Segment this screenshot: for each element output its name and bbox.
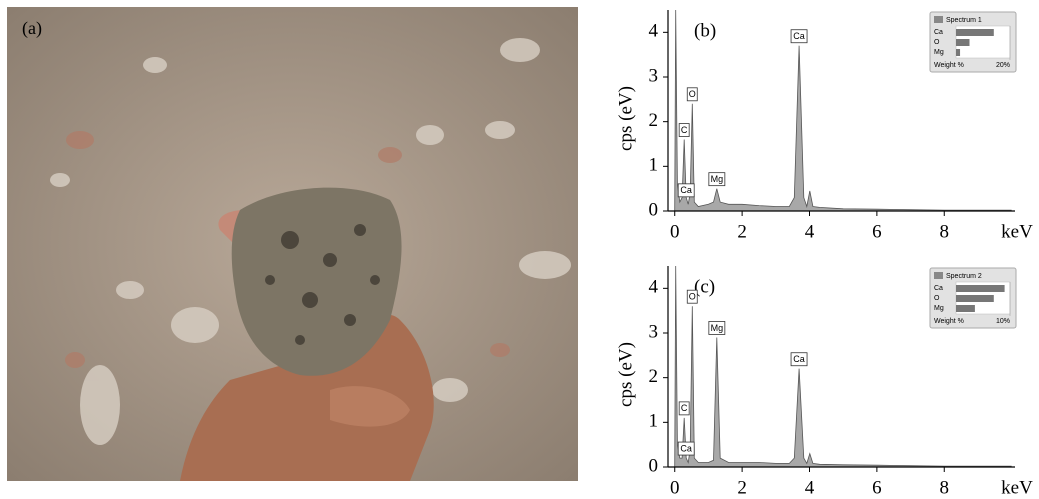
x-tick-label: 2 (737, 477, 747, 498)
x-tick-label: 8 (940, 221, 950, 242)
inset-category: Ca (934, 29, 943, 36)
peak-label: Mg (709, 321, 725, 334)
x-axis-label: keV (1001, 221, 1033, 242)
inset-category: Mg (934, 49, 944, 56)
peak-label-text: C (681, 403, 688, 413)
y-tick-label: 4 (649, 277, 659, 298)
peak-label: O (687, 88, 697, 101)
y-tick-label: 2 (649, 110, 659, 131)
peak-label: Ca (791, 30, 807, 43)
inset-bar (956, 49, 960, 56)
inset-category: O (934, 295, 940, 302)
y-tick-label: 4 (649, 21, 659, 42)
inset-swatch (934, 16, 943, 23)
peak-label-text: O (689, 292, 696, 302)
inset-swatch (934, 272, 943, 279)
x-tick-label: 8 (940, 477, 950, 498)
inset-bar (956, 29, 994, 36)
peak-label-text: Ca (793, 354, 805, 364)
figure: (a) 0123402468keVcps (eV)(b)CCaOMgCaSpec… (0, 0, 1039, 499)
x-axis-label: keV (1001, 477, 1033, 498)
y-tick-label: 3 (649, 65, 659, 86)
inset-axis-label: Weight % (934, 62, 964, 69)
peak-label-text: Mg (711, 323, 724, 333)
peak-label-text: Ca (680, 185, 692, 195)
x-tick-label: 6 (872, 477, 882, 498)
peak-label-text: Ca (793, 31, 805, 41)
x-tick-label: 0 (670, 477, 680, 498)
inset: Spectrum 1Ca O Mg Weight % 20% (930, 12, 1016, 72)
y-tick-label: 1 (649, 155, 659, 176)
inset-category: Mg (934, 305, 944, 312)
inset-bar (956, 285, 1005, 292)
photo: (a) (7, 7, 578, 481)
peak-label: Ca (678, 442, 694, 455)
inset-title: Spectrum 2 (946, 273, 982, 280)
x-tick-label: 4 (805, 221, 815, 242)
y-tick-label: 1 (649, 411, 659, 432)
peak-label: C (679, 402, 689, 415)
inset: Spectrum 2Ca O Mg Weight % 10% (930, 268, 1016, 328)
peak-label-text: O (689, 89, 696, 99)
peak-label-text: C (681, 125, 688, 135)
y-tick-label: 3 (649, 321, 659, 342)
x-tick-label: 0 (670, 221, 680, 242)
inset-category: O (934, 39, 940, 46)
inset-bar (956, 295, 994, 302)
inset-category: Ca (934, 285, 943, 292)
y-tick-label: 2 (649, 366, 659, 387)
y-tick-label: 0 (649, 455, 659, 476)
y-axis-label: cps (eV) (615, 342, 636, 407)
panel-label: (b) (694, 20, 716, 41)
inset-bar (956, 305, 975, 312)
inset-tick-label: 20% (996, 62, 1010, 69)
peak-label: Mg (709, 173, 725, 186)
peak-label: O (687, 290, 697, 303)
y-axis-label: cps (eV) (615, 86, 636, 151)
inset-title: Spectrum 1 (946, 17, 982, 24)
inset-axis-label: Weight % (934, 318, 964, 325)
inset-tick-label: 10% (996, 318, 1010, 325)
y-tick-label: 0 (649, 199, 659, 220)
x-tick-label: 6 (872, 221, 882, 242)
peak-label-text: Mg (711, 174, 724, 184)
peak-label: Ca (791, 353, 807, 366)
peak-label: C (679, 124, 689, 137)
x-tick-label: 2 (737, 221, 747, 242)
peak-label: Ca (678, 184, 694, 197)
inset-bar (956, 39, 970, 46)
x-tick-label: 4 (805, 477, 815, 498)
panel-label: (a) (22, 18, 42, 39)
peak-label-text: Ca (680, 443, 692, 453)
